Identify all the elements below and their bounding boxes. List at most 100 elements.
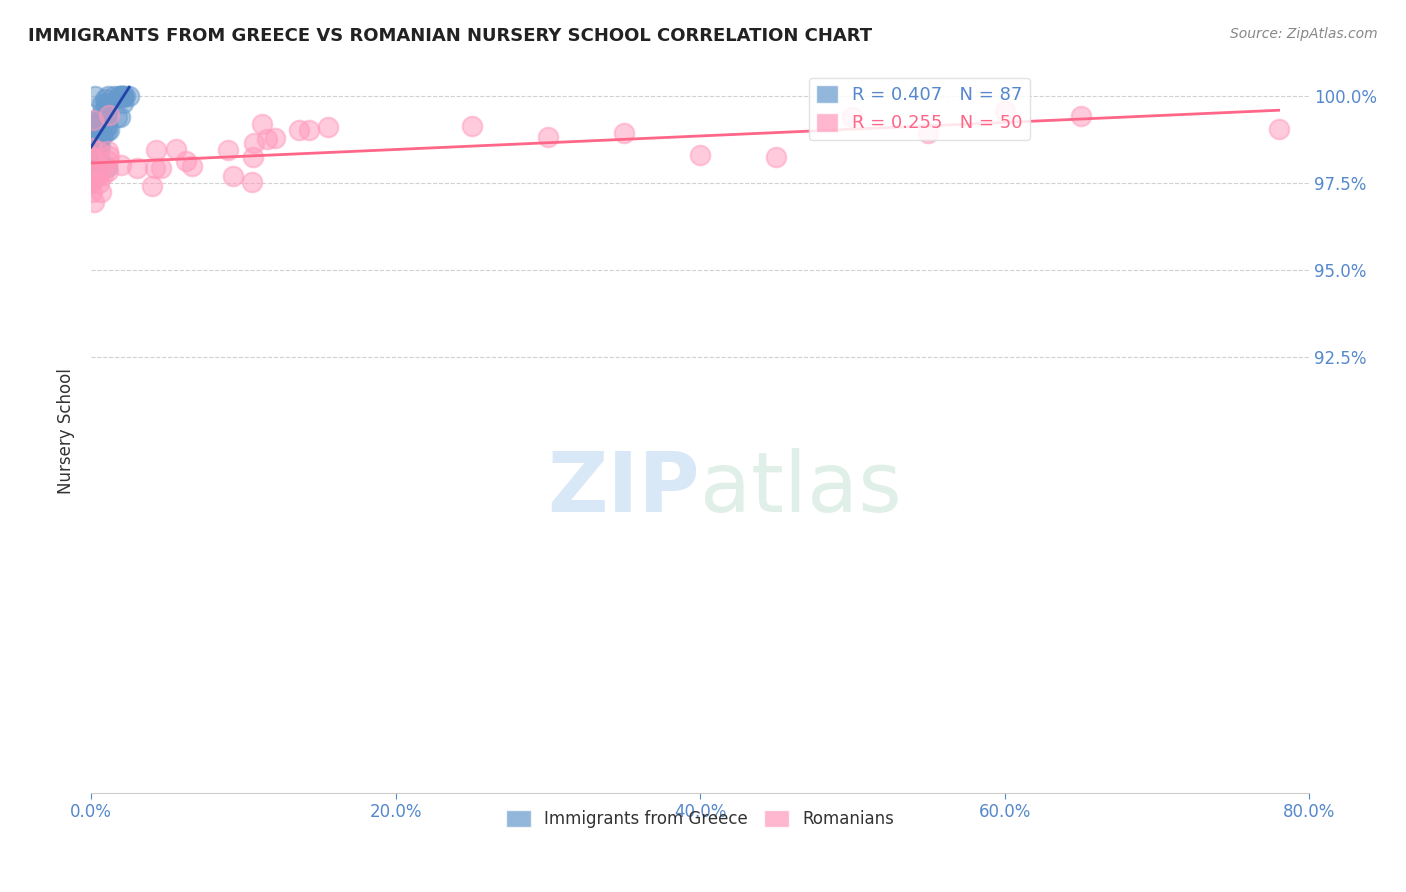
Point xyxy=(240,175,263,189)
Point xyxy=(1267,121,1289,136)
Point xyxy=(174,154,197,169)
Point xyxy=(96,160,118,174)
Text: atlas: atlas xyxy=(700,448,901,529)
Point xyxy=(82,145,104,160)
Point xyxy=(82,116,104,130)
Text: IMMIGRANTS FROM GREECE VS ROMANIAN NURSERY SCHOOL CORRELATION CHART: IMMIGRANTS FROM GREECE VS ROMANIAN NURSE… xyxy=(28,27,872,45)
Point xyxy=(96,113,118,128)
Point xyxy=(87,137,110,152)
Point xyxy=(96,119,118,133)
Point xyxy=(91,106,114,120)
Point xyxy=(125,161,148,175)
Point xyxy=(80,126,103,140)
Point xyxy=(82,126,104,140)
Point xyxy=(80,151,103,165)
Point xyxy=(80,141,103,155)
Point xyxy=(84,136,107,150)
Point xyxy=(91,128,114,142)
Text: ZIP: ZIP xyxy=(547,448,700,529)
Y-axis label: Nursery School: Nursery School xyxy=(58,368,75,493)
Point xyxy=(80,186,103,200)
Point xyxy=(80,124,103,138)
Point xyxy=(994,104,1017,119)
Point xyxy=(103,89,125,103)
Point xyxy=(83,132,105,146)
Point xyxy=(89,128,111,143)
Point xyxy=(145,143,167,157)
Point xyxy=(80,123,103,137)
Point xyxy=(83,161,105,176)
Point xyxy=(83,195,105,210)
Point xyxy=(80,139,103,153)
Point xyxy=(97,153,120,168)
Point xyxy=(87,163,110,178)
Point xyxy=(86,149,108,163)
Point xyxy=(82,139,104,153)
Point xyxy=(765,150,787,164)
Point xyxy=(537,129,560,144)
Point xyxy=(97,145,120,159)
Point xyxy=(180,159,202,173)
Point xyxy=(97,123,120,137)
Point xyxy=(288,123,311,137)
Point xyxy=(143,161,166,175)
Point xyxy=(118,89,141,103)
Point xyxy=(82,121,104,136)
Point xyxy=(80,127,103,141)
Point xyxy=(90,186,112,200)
Point xyxy=(82,157,104,171)
Point xyxy=(84,138,107,153)
Point xyxy=(84,161,107,176)
Point xyxy=(112,96,135,111)
Point xyxy=(84,144,107,158)
Point xyxy=(94,103,117,117)
Point xyxy=(82,158,104,172)
Point xyxy=(222,169,245,183)
Point xyxy=(90,128,112,142)
Point xyxy=(165,142,187,156)
Point xyxy=(83,133,105,147)
Point xyxy=(91,97,114,112)
Point xyxy=(264,131,287,145)
Point xyxy=(80,156,103,170)
Point xyxy=(82,148,104,162)
Point xyxy=(80,114,103,128)
Point xyxy=(110,89,132,103)
Point xyxy=(84,89,107,103)
Point xyxy=(91,168,114,182)
Point xyxy=(80,146,103,161)
Point xyxy=(1070,109,1092,123)
Point xyxy=(86,124,108,138)
Point xyxy=(83,153,105,167)
Point xyxy=(108,89,131,103)
Point xyxy=(93,121,115,136)
Point xyxy=(80,136,103,151)
Point xyxy=(89,140,111,154)
Text: Source: ZipAtlas.com: Source: ZipAtlas.com xyxy=(1230,27,1378,41)
Point xyxy=(112,89,135,103)
Point xyxy=(83,132,105,146)
Point xyxy=(87,123,110,137)
Point xyxy=(84,137,107,152)
Point xyxy=(80,147,103,161)
Point xyxy=(80,118,103,132)
Point xyxy=(80,128,103,143)
Point xyxy=(689,148,711,162)
Point xyxy=(97,148,120,162)
Point xyxy=(94,112,117,126)
Point xyxy=(96,104,118,119)
Point xyxy=(82,118,104,132)
Point xyxy=(82,123,104,137)
Point xyxy=(114,89,136,103)
Point xyxy=(82,140,104,154)
Point xyxy=(256,132,278,146)
Point xyxy=(87,129,110,144)
Point xyxy=(87,168,110,182)
Point xyxy=(105,111,128,125)
Point xyxy=(89,119,111,133)
Point xyxy=(87,120,110,134)
Point xyxy=(83,151,105,165)
Point xyxy=(298,123,321,137)
Point xyxy=(97,89,120,103)
Point xyxy=(82,175,104,189)
